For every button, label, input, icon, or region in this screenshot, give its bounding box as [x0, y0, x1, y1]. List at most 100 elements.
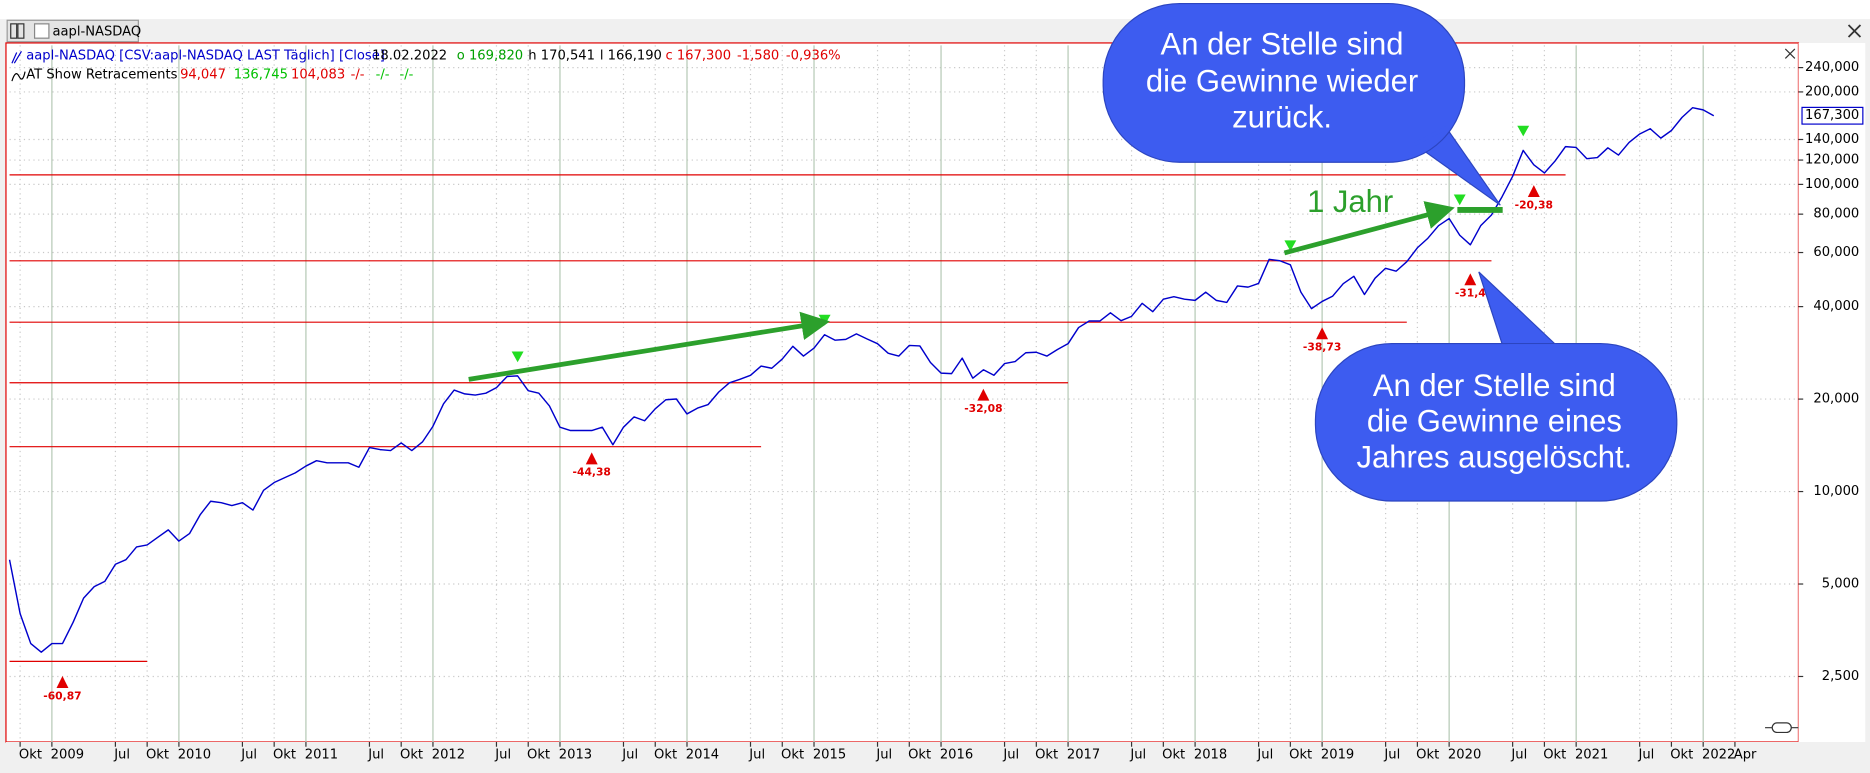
y-axis-area	[1798, 42, 1866, 742]
x-tick-label: 2011	[305, 748, 338, 763]
retracement-lines	[9, 174, 1566, 662]
indicator-value: 136,745	[234, 68, 288, 83]
x-tick-label: 2018	[1194, 748, 1227, 763]
price-tag: 167,300	[1805, 108, 1859, 123]
y-tick-label: 20,000	[1813, 392, 1859, 407]
y-tick-label: 60,000	[1813, 245, 1859, 260]
x-tick-label: Okt	[1670, 748, 1693, 763]
trough-marker	[1316, 327, 1329, 340]
y-tick-label: 5,000	[1822, 577, 1860, 592]
peak-marker	[1284, 240, 1297, 252]
drawdown-label: -20,38	[1515, 198, 1553, 211]
turning-points: -60,87 -44,38 -32,08 -38,73 -31,4 -20,38	[43, 125, 1553, 702]
y-tick-label: 200,000	[1805, 84, 1859, 99]
x-tick-label: Apr	[1734, 748, 1757, 763]
trough-marker	[1527, 185, 1540, 198]
indicator-value: -/-	[351, 68, 365, 83]
drawdown-label: -44,38	[573, 466, 611, 479]
arrow	[1283, 201, 1455, 256]
x-tick-label: Okt	[273, 748, 296, 763]
tab-chart-icon	[33, 23, 50, 39]
x-tick-label: Jul	[494, 748, 511, 763]
callout-text: die Gewinne wieder	[1146, 64, 1418, 99]
x-tick-label: Jul	[1383, 748, 1400, 763]
legend-series: aapl-NASDAQ [CSV:aapl-NASDAQ LAST Täglic…	[26, 49, 385, 64]
tab-icon	[10, 23, 18, 39]
callout-text: die Gewinne eines	[1367, 404, 1622, 439]
legend-date: 18.02.2022	[372, 49, 447, 64]
legend-low: l 166,190	[600, 49, 662, 64]
legend-close: c 167,300	[665, 49, 731, 64]
x-tick-label: 2010	[178, 748, 211, 763]
y-tick-label: 10,000	[1813, 484, 1859, 499]
drawdown-label: -31,4	[1455, 287, 1486, 300]
callout-top: An der Stelle sind die Gewinne wieder zu…	[1102, 2, 1501, 206]
x-tick-label: Okt	[1035, 748, 1058, 763]
x-tick-label: Okt	[146, 748, 169, 763]
x-tick-label: Okt	[400, 748, 423, 763]
x-tick-label: Jul	[621, 748, 638, 763]
x-tick-label: 2022	[1702, 748, 1735, 763]
axes: 2,500 5,000 10,000 20,000 40,000 60,000 80,000…	[19, 60, 1864, 763]
indicator-value: -/-	[376, 68, 390, 83]
y-tick-label: 80,000	[1813, 207, 1859, 222]
indicator-value: -/-	[400, 68, 414, 83]
y-tick-label: 2,500	[1822, 669, 1860, 684]
x-tick-label: Jul	[875, 748, 892, 763]
series-icon	[11, 50, 22, 64]
callout-bubble	[1102, 2, 1466, 163]
x-tick-label: Jul	[748, 748, 765, 763]
y-tick-label: 120,000	[1805, 153, 1859, 168]
x-tick-label: Jul	[1510, 748, 1527, 763]
indicator-icon	[11, 71, 26, 82]
legend-indicator: AT Show Retracements	[26, 68, 177, 83]
x-tick-label: 2012	[432, 748, 465, 763]
y-tick-label: 100,000	[1805, 177, 1859, 192]
trough-marker	[1464, 273, 1477, 286]
callout-bottom: An der Stelle sind die Gewinne eines Jah…	[1314, 271, 1678, 502]
x-tick-label: Okt	[1162, 748, 1185, 763]
x-tick-label: Jul	[1637, 748, 1654, 763]
trough-marker	[56, 676, 69, 688]
x-tick-label: 2013	[559, 748, 592, 763]
drawdown-label: -38,73	[1303, 341, 1341, 354]
x-tick-label: 2021	[1575, 748, 1608, 763]
close-chart[interactable]	[1784, 48, 1796, 59]
legend-change: -1,580	[737, 49, 779, 64]
x-axis-area	[5, 741, 1866, 766]
zoom-icon[interactable]	[1765, 722, 1799, 734]
x-tick-label: Okt	[1543, 748, 1566, 763]
tab-title: aapl-NASDAQ	[52, 25, 141, 40]
trough-marker	[977, 388, 990, 401]
x-tick-label: 2017	[1067, 748, 1100, 763]
peak-marker	[1453, 194, 1466, 206]
x-tick-label: Jul	[240, 748, 257, 763]
trough-marker	[585, 452, 598, 465]
drawdown-label: -60,87	[43, 689, 81, 702]
x-tick-label: Okt	[1289, 748, 1312, 763]
x-tick-label: Okt	[654, 748, 677, 763]
close-window[interactable]	[1847, 24, 1862, 38]
x-tick-label: Okt	[527, 748, 550, 763]
x-tick-label: 2016	[940, 748, 973, 763]
callout-text: An der Stelle sind	[1373, 368, 1616, 403]
x-tick-label: Okt	[19, 748, 42, 763]
x-tick-label: Jul	[367, 748, 384, 763]
x-tick-label: 2015	[813, 748, 846, 763]
x-tick-label: 2019	[1321, 748, 1354, 763]
indicator-value: 104,083	[291, 68, 345, 83]
x-tick-label: 2009	[51, 748, 84, 763]
callout-join	[1413, 126, 1448, 146]
top-strip	[0, 0, 1870, 20]
peak-marker	[511, 351, 524, 363]
peak-marker	[1517, 125, 1530, 137]
arrow-label: 1 Jahr	[1307, 184, 1393, 219]
y-tick-label: 140,000	[1805, 132, 1859, 147]
x-tick-label: Jul	[1129, 748, 1146, 763]
x-tick-label: Okt	[1416, 748, 1439, 763]
y-tick-label: 240,000	[1805, 60, 1859, 75]
x-tick-label: Okt	[781, 748, 804, 763]
legend-high: h 170,541	[528, 49, 595, 64]
